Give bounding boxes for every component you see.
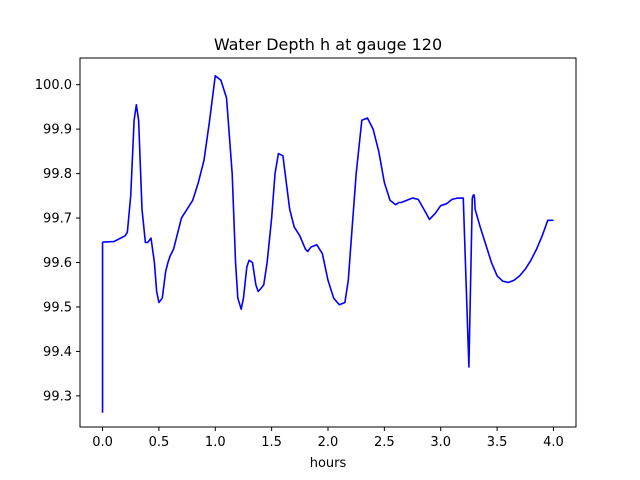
y-tick-label: 99.9	[43, 123, 72, 138]
y-tick-label: 99.5	[43, 300, 72, 315]
y-tick-label: 99.7	[43, 212, 72, 227]
y-tick-label: 99.6	[43, 256, 72, 271]
chart-title: Water Depth h at gauge 120	[214, 35, 442, 54]
x-tick-label: 3.0	[430, 435, 451, 450]
x-tick-label: 2.5	[374, 435, 395, 450]
series-line	[101, 74, 554, 413]
x-tick-label: 4.0	[543, 435, 564, 450]
x-tick-label: 2.0	[318, 435, 339, 450]
x-tick-label: 1.5	[261, 435, 282, 450]
y-tick-label: 99.3	[43, 389, 72, 404]
x-axis-label: hours	[310, 456, 347, 471]
x-tick-label: 0.5	[149, 435, 170, 450]
x-tick-label: 0.0	[92, 435, 113, 450]
x-tick-label: 3.5	[487, 435, 508, 450]
y-tick-label: 99.8	[43, 167, 72, 182]
y-tick-label: 99.4	[43, 345, 72, 360]
x-tick-label: 1.0	[205, 435, 226, 450]
y-tick-label: 100.0	[35, 78, 72, 93]
x-axis: 0.0 0.5 1.0 1.5 2.0 2.5 3.0 3.5 4.0	[92, 427, 564, 450]
y-axis: 99.3 99.4 99.5 99.6 99.7 99.8 99.9 100.0	[35, 78, 80, 404]
series-line-group	[101, 74, 554, 413]
